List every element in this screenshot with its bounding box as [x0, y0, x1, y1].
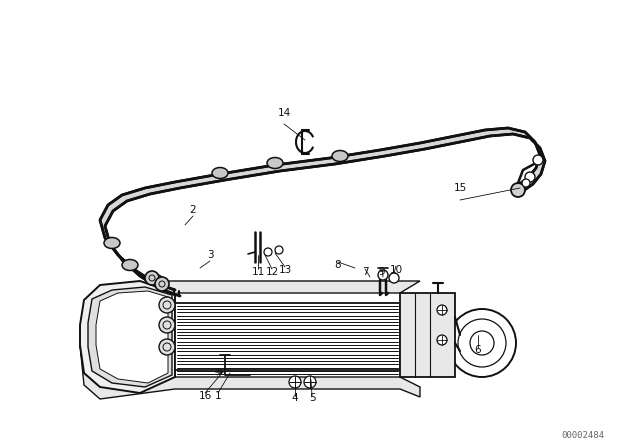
Text: 11: 11: [252, 267, 264, 277]
Text: 8: 8: [335, 260, 341, 270]
Circle shape: [275, 246, 283, 254]
Text: 6: 6: [475, 345, 481, 355]
Polygon shape: [100, 128, 545, 296]
Text: 5: 5: [308, 393, 316, 403]
Polygon shape: [175, 303, 400, 370]
Circle shape: [264, 248, 272, 256]
Polygon shape: [96, 291, 168, 383]
Ellipse shape: [147, 275, 163, 285]
Text: 7: 7: [362, 267, 368, 277]
Ellipse shape: [212, 168, 228, 178]
Circle shape: [304, 376, 316, 388]
Circle shape: [511, 183, 525, 197]
Text: 13: 13: [278, 265, 292, 275]
Polygon shape: [145, 281, 420, 293]
Text: 2: 2: [189, 205, 196, 215]
Polygon shape: [80, 281, 175, 393]
Text: 1: 1: [214, 391, 221, 401]
Text: 9: 9: [379, 267, 385, 277]
Circle shape: [437, 335, 447, 345]
Polygon shape: [80, 345, 420, 399]
Text: 14: 14: [277, 108, 291, 118]
Circle shape: [155, 277, 169, 291]
Text: 3: 3: [207, 250, 213, 260]
Circle shape: [159, 317, 175, 333]
Ellipse shape: [122, 259, 138, 271]
Ellipse shape: [267, 158, 283, 168]
Circle shape: [389, 273, 399, 283]
Polygon shape: [88, 287, 172, 387]
Circle shape: [533, 155, 543, 165]
Circle shape: [437, 305, 447, 315]
Circle shape: [159, 297, 175, 313]
Circle shape: [378, 270, 388, 280]
Circle shape: [525, 172, 535, 182]
Ellipse shape: [104, 237, 120, 249]
Text: 00002484: 00002484: [561, 431, 605, 439]
Polygon shape: [400, 293, 455, 377]
Text: 12: 12: [266, 267, 278, 277]
Circle shape: [289, 376, 301, 388]
Circle shape: [145, 271, 159, 285]
Ellipse shape: [332, 151, 348, 161]
Text: 4: 4: [292, 393, 298, 403]
Text: 15: 15: [453, 183, 467, 193]
Circle shape: [448, 309, 516, 377]
Text: 10: 10: [389, 265, 403, 275]
Circle shape: [159, 339, 175, 355]
Circle shape: [522, 179, 530, 187]
Text: 16: 16: [198, 391, 212, 401]
